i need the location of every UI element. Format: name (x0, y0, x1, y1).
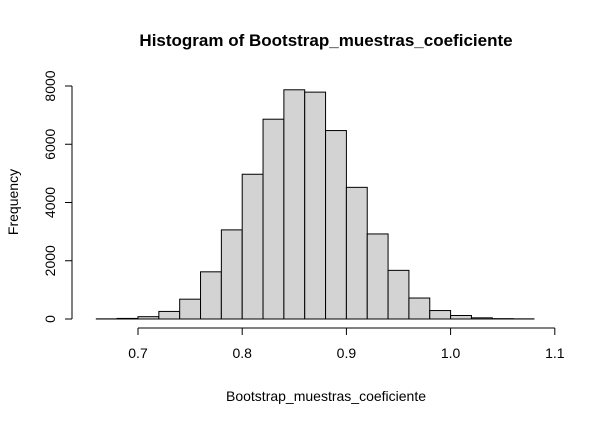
histogram-bar-16 (429, 310, 452, 320)
histogram-bar-17 (450, 315, 472, 320)
x-axis-label: Bootstrap_muestras_coeficiente (226, 388, 426, 404)
y-axis: 0 2000 4000 6000 8000 (42, 70, 73, 323)
y-axis-label: Frequency (5, 169, 21, 235)
histogram-bar-12 (345, 186, 368, 320)
histogram-bar-9 (283, 89, 306, 320)
x-axis: 0.7 0.8 0.9 1.0 1.1 (128, 327, 565, 361)
histogram-bar-1 (116, 317, 139, 320)
histogram-bar-2 (137, 316, 160, 320)
histogram-bar-18 (470, 317, 493, 320)
x-tick-label-4: 1.1 (545, 345, 565, 361)
x-tick-label-2: 0.9 (337, 345, 357, 361)
histogram-bar-15 (408, 297, 431, 320)
histogram-bar-11 (325, 130, 347, 320)
histogram-bar-10 (304, 91, 327, 320)
x-tick-label-3: 1.0 (441, 345, 461, 361)
histogram-bar-3 (158, 310, 181, 320)
histogram-bar-4 (179, 298, 202, 320)
chart-title: Histogram of Bootstrap_muestras_coeficie… (139, 31, 512, 50)
x-tick-label-0: 0.7 (128, 345, 148, 361)
y-tick-label-0: 0 (42, 315, 58, 323)
y-tick-label-1: 2000 (42, 245, 58, 276)
histogram-bar-6 (220, 229, 243, 320)
x-tick-label-1: 0.8 (232, 345, 252, 361)
histogram-bar-13 (366, 233, 389, 320)
histogram-bar-5 (200, 271, 222, 320)
y-tick-label-4: 8000 (42, 70, 58, 101)
histogram-bar-7 (241, 173, 264, 320)
histogram-bar-14 (387, 269, 410, 320)
y-tick-label-2: 4000 (42, 187, 58, 218)
histogram-bars (95, 89, 535, 320)
histogram-bar-8 (262, 118, 285, 320)
y-tick-label-3: 6000 (42, 128, 58, 159)
